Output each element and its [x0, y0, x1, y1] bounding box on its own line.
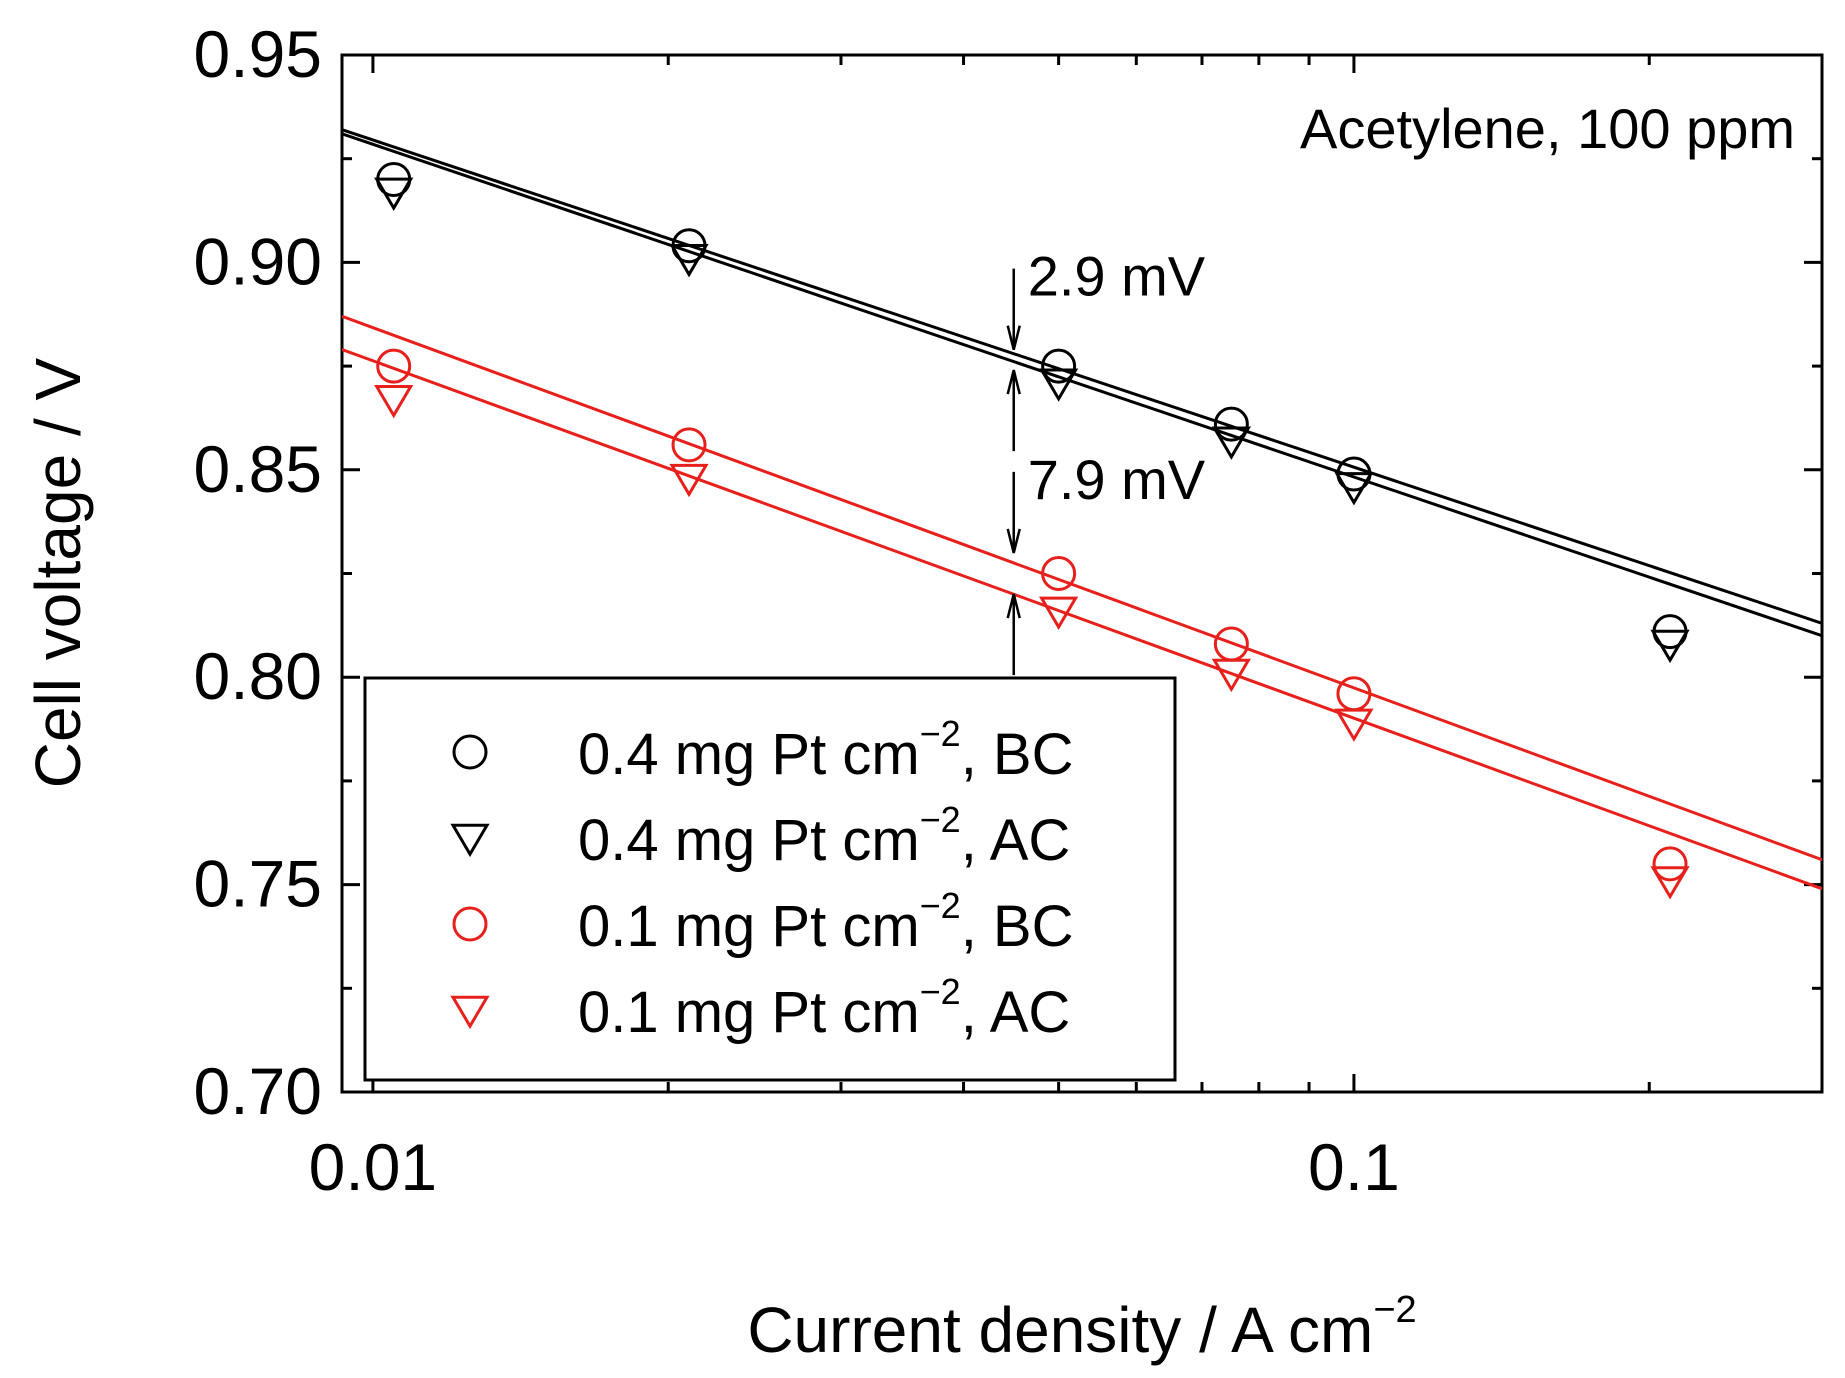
- data-point-series-1: [669, 244, 709, 278]
- data-point-series-1: [1211, 426, 1251, 460]
- legend-name: 0.1 mg Pt cm: [578, 980, 920, 1045]
- data-point-series-2: [1336, 676, 1372, 712]
- data-point-series-3: [1211, 658, 1251, 693]
- gap-arrowhead-down: [1006, 528, 1021, 554]
- fit-line-series-1: [342, 132, 1822, 638]
- legend: 0.4 mg Pt cm−2, BC0.4 mg Pt cm−2, AC0.1 …: [363, 676, 1177, 1082]
- y-axis-label: Cell voltage / V: [22, 357, 94, 788]
- data-point-series-3: [669, 463, 709, 498]
- legend-suffix: , AC: [961, 980, 1071, 1045]
- data-point-series-1: [1334, 472, 1374, 506]
- legend-suffix: , BC: [961, 894, 1074, 959]
- data-point-series-3: [1650, 866, 1690, 900]
- data-point-series-0: [1213, 406, 1249, 442]
- x-tick-label: 0.01: [309, 1130, 437, 1204]
- legend-marker-2: [452, 906, 488, 942]
- data-points: [374, 161, 1690, 900]
- data-point-series-3: [374, 385, 414, 419]
- fit-line-series-0: [342, 128, 1822, 625]
- legend-label-1: 0.4 mg Pt cm−2, AC: [578, 799, 1070, 873]
- legend-label-2: 0.1 mg Pt cm−2, BC: [578, 885, 1074, 959]
- y-tick-label: 0.85: [194, 432, 322, 506]
- legend-suffix: , BC: [961, 722, 1074, 787]
- legend-name: 0.4 mg Pt cm: [578, 808, 920, 873]
- data-point-series-3: [1038, 596, 1079, 630]
- legend-marker-1: [450, 823, 490, 858]
- legend-marker-3: [450, 995, 490, 1030]
- legend-label-0: 0.4 mg Pt cm−2, BC: [578, 713, 1074, 787]
- legend-suffix: , AC: [961, 808, 1071, 873]
- y-tick-label: 0.70: [194, 1054, 322, 1128]
- data-point-series-2: [1041, 556, 1077, 591]
- axis-ticks: 0.70 0.75 0.80 0.85 0.90 0.95 0.01 0.1: [194, 17, 1822, 1204]
- data-point-series-1: [1038, 368, 1079, 402]
- data-point-series-2: [1652, 846, 1688, 882]
- legend-sup: −2: [920, 799, 961, 840]
- legend-box: [363, 676, 1177, 1082]
- data-point-series-1: [374, 177, 414, 211]
- x-axis-label-text: Current density / A cm: [747, 1294, 1373, 1366]
- data-point-series-3: [1334, 708, 1374, 742]
- y-tick-label: 0.90: [194, 224, 322, 298]
- gap-arrowhead-up: [1006, 593, 1021, 619]
- legend-sup: −2: [920, 971, 961, 1012]
- legend-name: 0.4 mg Pt cm: [578, 722, 920, 787]
- legend-marker-0: [452, 734, 488, 770]
- legend-name: 0.1 mg Pt cm: [578, 894, 920, 959]
- x-tick-label: 0.1: [1308, 1130, 1400, 1204]
- gap-label: 7.9 mV: [1028, 448, 1206, 511]
- gap-annotations: 2.9 mV 7.9 mV: [1006, 245, 1206, 676]
- data-point-series-2: [376, 348, 412, 384]
- gap-arrowhead-down: [1006, 325, 1021, 350]
- legend-label-3: 0.1 mg Pt cm−2, AC: [578, 971, 1070, 1045]
- y-tick-label: 0.80: [194, 639, 322, 713]
- legend-sup: −2: [920, 885, 961, 926]
- fit-line-series-2: [342, 314, 1822, 862]
- data-point-series-0: [1041, 348, 1077, 384]
- gap-arrowhead-up: [1006, 369, 1021, 395]
- data-point-series-1: [1650, 629, 1690, 664]
- x-axis-label: Current density / A cm−2: [747, 1289, 1416, 1366]
- annotation-label: Acetylene, 100 ppm: [1300, 97, 1795, 160]
- fit-lines: [342, 128, 1822, 891]
- gap-label: 2.9 mV: [1028, 245, 1206, 308]
- y-tick-label: 0.95: [194, 17, 322, 91]
- data-point-series-2: [671, 427, 707, 463]
- y-tick-label: 0.75: [194, 847, 322, 921]
- legend-sup: −2: [920, 713, 961, 754]
- x-axis-label-sup: −2: [1373, 1289, 1416, 1331]
- fit-line-series-3: [342, 348, 1822, 891]
